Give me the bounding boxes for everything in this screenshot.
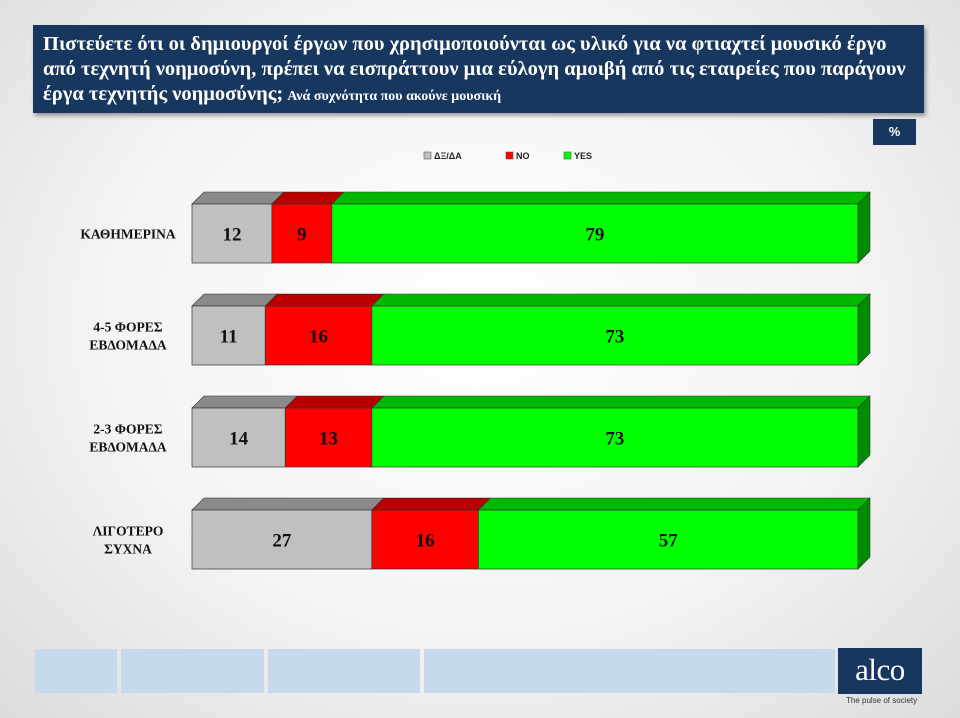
bar-1-1: [264, 305, 373, 366]
bar-1-0: [191, 305, 266, 366]
data-label-0-0: 12: [222, 225, 241, 246]
chart-title: Πιστεύετε ότι οι δημιουργοί έργων που χρ…: [43, 33, 906, 105]
bar-side-3: [857, 497, 871, 570]
alco-logo: alco: [838, 648, 922, 694]
bar-side-2: [857, 395, 871, 468]
legend-swatch-1: [505, 151, 514, 160]
data-label-1-2: 73: [605, 327, 624, 348]
bar-top-3-1: [371, 497, 492, 511]
bar-3-2: [478, 509, 859, 570]
bar-0-0: [191, 203, 273, 264]
bar-top-1-2: [371, 293, 871, 307]
bar-top-3-0: [191, 497, 385, 511]
legend-label-2: YES: [574, 151, 592, 161]
bar-top-0-0: [191, 191, 285, 205]
legend-swatch-2: [563, 151, 572, 160]
category-label-0: ΚΑΘΗΜΕΡΙΝΑ: [80, 227, 175, 242]
bar-top-1-0: [191, 293, 278, 307]
data-label-2-0: 14: [229, 429, 249, 450]
bar-0-2: [331, 203, 859, 264]
bar-top-2-1: [284, 395, 385, 409]
bar-3-0: [191, 509, 373, 570]
bar-top-2-0: [191, 395, 298, 409]
bar-top-3-2: [477, 497, 871, 511]
data-label-3-1: 16: [416, 531, 435, 552]
data-label-1-1: 16: [309, 327, 328, 348]
data-label-0-1: 9: [297, 225, 307, 246]
data-label-3-0: 27: [272, 531, 292, 552]
data-label-0-2: 79: [585, 225, 604, 246]
footer-strip-1: [35, 649, 117, 693]
bar-top-1-1: [264, 293, 385, 307]
bar-2-0: [191, 407, 286, 468]
bar-top-0-1: [271, 191, 345, 205]
data-label-2-2: 73: [605, 429, 624, 450]
category-label-3: ΛΙΓΟΤΕΡΟ ΣΥΧΝΑ: [93, 524, 164, 557]
category-label-2: 2-3 ΦΟΡΕΣ ΕΒΔΟΜΑΔΑ: [89, 422, 167, 455]
bar-top-0-2: [331, 191, 871, 205]
bar-side-0: [857, 191, 871, 264]
stacked-bar-chart: ΔΞ/ΔΑ NO YES ΚΑΘΗΜΕΡΙΝΑ 12 9 79 4-5 ΦΟΡΕΣ ΕΒΔΟΜΑ…: [80, 151, 871, 570]
legend-label-1: NO: [516, 151, 530, 161]
bar-side-1: [857, 293, 871, 366]
chart-subtitle: Ανά συχνότητα που ακούνε μουσική: [287, 89, 502, 104]
bar-3-1: [371, 509, 479, 570]
percent-badge: %: [873, 119, 916, 145]
bar-0-1: [271, 203, 333, 264]
bar-1-2: [371, 305, 859, 366]
bar-2-2: [371, 407, 859, 468]
category-label-1: 4-5 ΦΟΡΕΣ ΕΒΔΟΜΑΔΑ: [89, 320, 167, 353]
footer-strip-3: [268, 649, 420, 693]
title-banner: Πιστεύετε ότι οι δημιουργοί έργων που χρ…: [33, 25, 924, 113]
legend-label-0: ΔΞ/ΔΑ: [434, 151, 462, 161]
logo-tagline: The pulse of society: [846, 696, 918, 705]
data-label-2-1: 13: [319, 429, 338, 450]
data-label-3-2: 57: [659, 531, 679, 552]
legend-swatch-0: [423, 151, 432, 160]
footer-strip-2: [121, 649, 264, 693]
bar-top-2-2: [371, 395, 871, 409]
data-label-1-0: 11: [220, 327, 238, 348]
footer-strip-4: [424, 649, 835, 693]
